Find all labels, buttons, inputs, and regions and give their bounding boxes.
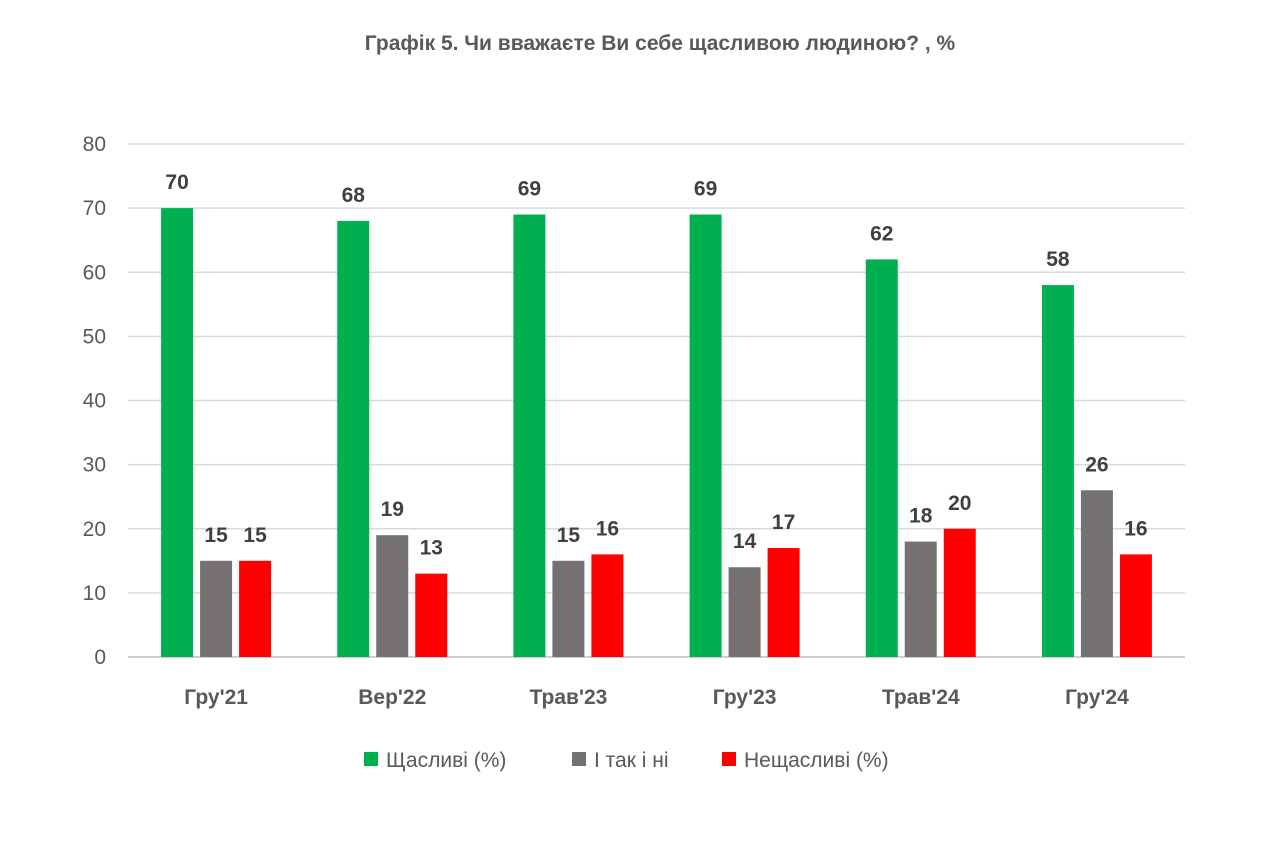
data-label: 70 [165, 171, 188, 194]
y-tick-label: 30 [83, 454, 106, 477]
y-tick-label: 60 [83, 261, 106, 284]
data-label: 15 [243, 524, 267, 547]
x-tick-label: Вер'22 [358, 686, 426, 709]
y-tick-label: 0 [94, 646, 106, 669]
data-label: 15 [557, 524, 581, 547]
x-axis-categories: Гру'21 Вер'22 Трав'23 Гру'23 Трав'24 Гру'24 [184, 686, 1129, 709]
data-label: 15 [204, 524, 228, 547]
data-label: 17 [772, 511, 795, 534]
legend-label: Щасливі (%) [386, 749, 506, 772]
bar [513, 214, 546, 657]
legend: Щасливі (%) І так і ні Нещасливі (%) [364, 749, 889, 772]
bar [161, 208, 194, 657]
x-tick-label: Трав'23 [530, 686, 608, 709]
y-tick-label: 40 [83, 390, 106, 413]
y-axis-ticks: 0 10 20 30 40 50 60 70 80 [83, 133, 106, 669]
data-label: 69 [694, 178, 717, 201]
data-label: 68 [342, 184, 366, 207]
bar [415, 573, 448, 657]
legend-label: І так і ні [594, 749, 669, 772]
bar [728, 567, 761, 657]
y-tick-label: 20 [83, 518, 106, 541]
y-tick-label: 10 [83, 582, 106, 605]
bar [904, 541, 937, 657]
bar [1041, 285, 1074, 657]
x-tick-label: Гру'21 [184, 686, 248, 709]
bar [943, 528, 976, 657]
bar [689, 214, 722, 657]
data-label: 16 [1124, 517, 1147, 540]
data-label: 16 [596, 517, 619, 540]
data-label: 19 [381, 498, 404, 521]
legend-swatch [572, 752, 586, 766]
data-label: 69 [518, 178, 541, 201]
bar [552, 560, 585, 657]
data-label: 62 [870, 222, 893, 245]
bar [865, 259, 898, 657]
bars [161, 208, 1152, 657]
bar [591, 554, 624, 657]
data-label: 18 [909, 505, 933, 528]
gridlines [128, 143, 1185, 658]
data-label: 13 [420, 537, 443, 560]
data-label: 58 [1046, 248, 1070, 271]
bar [1080, 490, 1113, 657]
chart-title: Графік 5. Чи вважаєте Ви себе щасливою л… [364, 32, 956, 55]
data-label: 20 [948, 492, 971, 515]
data-label: 14 [733, 530, 757, 553]
bar [337, 220, 370, 657]
bar [1119, 554, 1152, 657]
bar [767, 547, 800, 657]
legend-swatch [364, 752, 378, 766]
bar [200, 560, 233, 657]
bar [376, 535, 409, 657]
x-tick-label: Гру'23 [713, 686, 777, 709]
legend-label: Нещасливі (%) [744, 749, 889, 772]
y-tick-label: 80 [83, 133, 106, 156]
bar [239, 560, 272, 657]
y-tick-label: 70 [83, 197, 106, 220]
data-label: 26 [1085, 453, 1108, 476]
y-tick-label: 50 [83, 325, 106, 348]
data-labels: 70 15 15 68 19 13 69 15 16 69 14 17 62 18 20 58 26 16 [165, 171, 1147, 560]
x-tick-label: Трав'24 [882, 686, 960, 709]
legend-swatch [722, 752, 736, 766]
x-tick-label: Гру'24 [1065, 686, 1129, 709]
